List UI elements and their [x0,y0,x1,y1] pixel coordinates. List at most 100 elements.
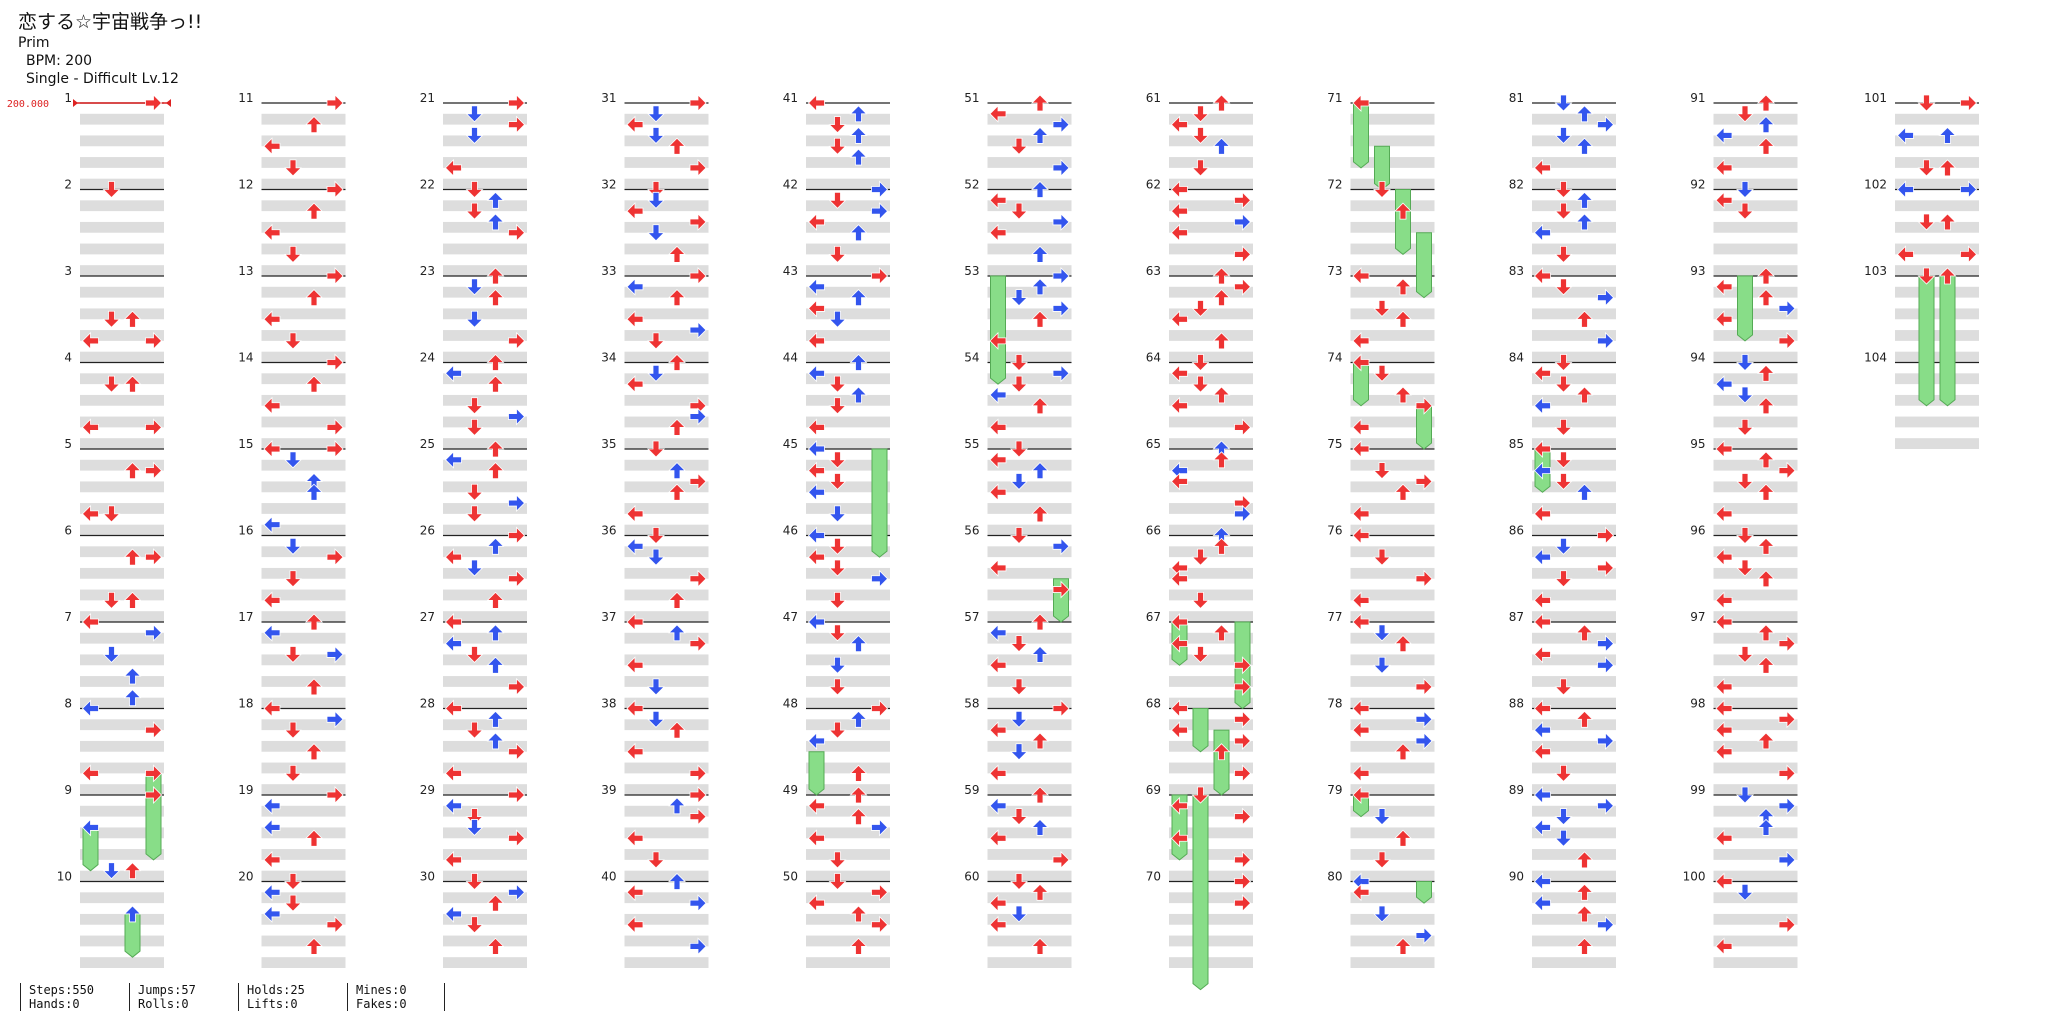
beat-stripe [987,243,1072,255]
beat-stripe [1713,589,1798,601]
step-arrow [828,851,847,869]
beat-stripe [1532,286,1616,298]
beat-stripe [1169,178,1253,190]
step-arrow [102,505,121,523]
step-arrow [871,569,889,588]
beat-stripe [1532,762,1616,774]
step-arrow [1010,202,1028,220]
beat-stripe [443,632,527,644]
step-arrow [508,223,526,242]
step-arrow [123,905,142,923]
beat-stripe [987,308,1072,320]
step-arrow [1533,364,1551,383]
step-arrow [1554,181,1573,199]
beat-stripe [624,849,709,860]
step-arrow [1938,213,1957,231]
step-arrow [1778,331,1796,350]
step-arrow [807,331,825,350]
beat-stripe [261,243,346,255]
step-arrow [689,569,707,588]
step-arrow [1010,527,1028,545]
step-arrow [1031,397,1049,415]
step-arrow [1394,386,1412,404]
measure-number: 26 [420,524,435,538]
beat-stripe [80,740,164,752]
step-arrow [1960,245,1978,264]
step-arrow [1010,808,1028,826]
beat-stripe [261,200,346,212]
song-title: 恋する☆宇宙戦争っ!! [18,11,203,33]
step-arrow [828,624,847,642]
step-arrow [1170,634,1188,653]
step-arrow [305,937,323,955]
beat-stripe [443,373,527,385]
step-arrow [284,159,302,177]
step-arrow [989,623,1007,642]
stat-value: Hands:0 [29,997,80,1011]
step-arrow [1352,526,1370,545]
beat-stripe [261,827,346,839]
beat-stripe [80,719,164,731]
step-arrow [647,527,665,545]
step-arrow [1170,613,1188,631]
step-arrow [1234,677,1252,696]
step-arrow [1917,94,1936,112]
step-arrow [508,742,526,761]
beat-stripe [1532,676,1616,687]
step-arrow [1352,440,1370,458]
beat-stripe [987,957,1072,968]
step-arrow [828,310,847,328]
beat-stripe [806,416,890,428]
beat-stripe [806,135,890,147]
step-arrow [1597,796,1615,815]
step-arrow [1010,873,1028,891]
step-arrow [508,677,526,696]
measure-number: 49 [783,783,798,797]
step-arrow [1352,504,1370,523]
step-arrow [668,289,686,307]
beat-stripe [1532,265,1616,276]
beat-stripe [624,243,709,255]
beat-stripe [443,481,527,493]
step-arrow [326,353,344,372]
beat-stripe [261,459,346,471]
step-arrow [1757,451,1775,469]
measure-number: 43 [783,264,798,278]
beat-stripe [1713,762,1798,774]
beat-stripe [987,394,1072,406]
measure-number: 10 [57,870,72,884]
beat-stripe [1713,676,1798,687]
measure-number: 57 [964,610,979,624]
step-arrow [1554,245,1573,263]
beat-stripe [1169,503,1253,514]
step-arrow [989,829,1007,848]
step-arrow [444,548,462,567]
hold-note [871,448,888,558]
step-arrow [647,332,665,350]
step-arrow [1757,94,1775,112]
beat-stripe [1532,438,1616,449]
beat-stripe [1169,740,1253,752]
beat-stripe [806,308,890,320]
step-arrow [1736,202,1754,220]
step-arrow [145,764,163,783]
measure-number: 45 [783,437,798,451]
step-arrow [123,375,142,393]
beat-stripe [1895,308,1979,320]
step-arrow [668,797,686,815]
step-arrow [444,450,462,469]
step-arrow [1394,202,1412,220]
beat-stripe [261,849,346,860]
measure-number: 67 [1146,610,1161,624]
beat-stripe [261,589,346,601]
step-arrow [668,353,686,371]
measure-number: 53 [964,264,979,278]
step-arrow [486,289,505,307]
beat-stripe [806,913,890,925]
step-arrow [1212,537,1231,555]
beat-stripe [1895,373,1979,385]
beat-stripe [80,913,164,925]
beat-stripe [1895,394,1979,406]
beat-stripe [261,719,346,731]
step-arrow [305,116,323,134]
